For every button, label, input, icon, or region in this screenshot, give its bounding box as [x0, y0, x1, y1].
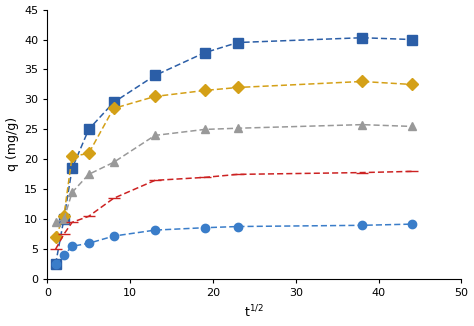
X-axis label: t$^{1/2}$: t$^{1/2}$ [245, 304, 264, 320]
Y-axis label: q (mg/g): q (mg/g) [6, 117, 18, 171]
